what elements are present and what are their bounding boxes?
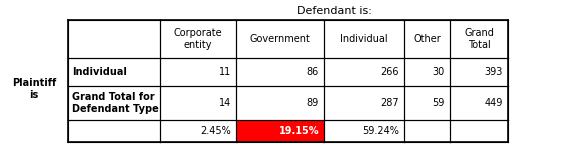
Bar (404, 58, 450, 86)
Bar (160, 120, 236, 142)
Bar (236, 86, 324, 120)
Text: 30: 30 (433, 67, 445, 77)
Text: Defendant is:: Defendant is: (297, 6, 372, 16)
Text: 86: 86 (307, 67, 319, 77)
Text: Government: Government (250, 34, 310, 44)
Text: 449: 449 (484, 98, 503, 108)
Text: 287: 287 (380, 98, 399, 108)
Text: 266: 266 (380, 67, 399, 77)
Text: 2.45%: 2.45% (200, 126, 231, 136)
Bar (450, 58, 508, 86)
Bar (160, 86, 236, 120)
Bar (404, 20, 450, 58)
Bar (404, 86, 450, 120)
Text: Individual: Individual (72, 67, 127, 77)
Bar (324, 58, 404, 86)
Bar (450, 20, 508, 58)
Text: Individual: Individual (340, 34, 388, 44)
Bar (324, 20, 404, 58)
Text: 11: 11 (218, 67, 231, 77)
Text: 19.15%: 19.15% (279, 126, 319, 136)
Bar (160, 58, 236, 86)
Bar (404, 120, 450, 142)
Bar (450, 120, 508, 142)
Text: 59: 59 (432, 98, 445, 108)
Text: Grand
Total: Grand Total (464, 28, 494, 50)
Bar (68, 58, 160, 86)
Bar (68, 86, 160, 120)
Text: 393: 393 (484, 67, 503, 77)
Bar (450, 86, 508, 120)
Text: Grand Total for
Defendant Type: Grand Total for Defendant Type (72, 92, 159, 114)
Bar (160, 20, 236, 58)
Bar (68, 120, 160, 142)
Bar (236, 58, 324, 86)
Bar (324, 120, 404, 142)
Text: Plaintiff
is: Plaintiff is (12, 78, 56, 100)
Text: 14: 14 (218, 98, 231, 108)
Text: 89: 89 (307, 98, 319, 108)
Bar (236, 20, 324, 58)
Text: 59.24%: 59.24% (362, 126, 399, 136)
Text: Other: Other (413, 34, 441, 44)
Bar (324, 86, 404, 120)
Bar (236, 120, 324, 142)
Text: Corporate
entity: Corporate entity (173, 28, 223, 50)
Bar (68, 20, 160, 58)
